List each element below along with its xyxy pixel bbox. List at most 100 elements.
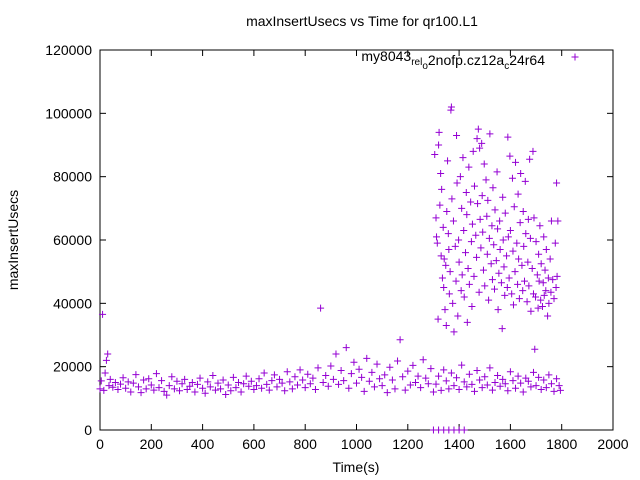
- legend-label-part: my8043: [361, 48, 411, 64]
- data-point: [553, 179, 561, 187]
- data-point: [535, 277, 543, 285]
- data-point: [335, 380, 343, 388]
- data-point: [460, 426, 468, 434]
- data-point: [96, 385, 104, 393]
- x-tick-label: 200: [140, 436, 164, 452]
- data-point: [473, 366, 481, 374]
- data-point: [368, 368, 376, 376]
- data-point: [542, 287, 550, 295]
- data-point: [394, 357, 402, 365]
- data-point: [480, 160, 488, 168]
- y-tick-label: 0: [84, 422, 92, 438]
- x-tick-label: 1400: [444, 436, 475, 452]
- data-point: [475, 288, 483, 296]
- data-point: [509, 301, 517, 309]
- data-point: [527, 307, 535, 315]
- data-point: [441, 306, 449, 314]
- data-point: [206, 383, 214, 391]
- data-point: [443, 208, 451, 215]
- data-point: [237, 388, 245, 396]
- data-point: [444, 230, 452, 238]
- data-point: [532, 293, 540, 301]
- data-point: [482, 176, 490, 184]
- data-point: [549, 276, 557, 284]
- data-point: [396, 336, 404, 344]
- data-point: [450, 328, 458, 336]
- y-axis-label: maxInsertUsecs: [5, 190, 21, 290]
- data-point: [147, 381, 155, 389]
- data-point: [544, 274, 552, 282]
- data-point: [353, 379, 360, 387]
- data-point: [496, 246, 504, 253]
- legend-label-sub: o: [422, 61, 428, 72]
- data-point: [446, 268, 454, 276]
- x-tick-label: 600: [242, 436, 266, 452]
- data-points: [96, 103, 564, 434]
- data-point: [358, 373, 366, 381]
- data-point: [491, 206, 499, 214]
- data-point: [286, 378, 294, 386]
- data-point: [519, 287, 527, 295]
- data-point: [283, 368, 291, 376]
- data-point: [551, 239, 559, 247]
- data-point: [496, 217, 504, 225]
- data-point: [517, 379, 525, 387]
- data-point: [489, 184, 497, 192]
- data-point: [438, 274, 446, 282]
- data-point: [224, 381, 232, 389]
- data-point: [540, 233, 548, 241]
- data-point: [199, 384, 207, 392]
- data-point: [458, 361, 466, 369]
- data-point: [530, 214, 538, 222]
- data-point: [542, 384, 550, 392]
- data-point: [547, 380, 555, 388]
- data-point: [445, 290, 453, 298]
- data-point: [263, 380, 271, 388]
- data-point: [542, 246, 550, 253]
- data-point: [245, 382, 253, 390]
- data-point: [117, 380, 125, 388]
- x-tick-label: 1000: [341, 436, 372, 452]
- data-point: [222, 391, 230, 399]
- data-point: [424, 380, 432, 388]
- data-point: [526, 234, 534, 242]
- data-point: [532, 238, 540, 246]
- data-point: [512, 384, 520, 392]
- data-point: [521, 177, 529, 185]
- data-point: [124, 378, 132, 386]
- data-point: [465, 163, 473, 171]
- data-point: [460, 378, 468, 386]
- data-point: [447, 103, 455, 111]
- data-point: [488, 386, 496, 394]
- data-point: [513, 239, 521, 247]
- data-point: [447, 106, 455, 114]
- data-point: [476, 144, 484, 152]
- data-point: [360, 387, 368, 395]
- data-point: [469, 147, 477, 155]
- data-point: [468, 303, 476, 310]
- data-point: [327, 362, 335, 370]
- data-point: [193, 380, 201, 388]
- data-point: [485, 234, 493, 242]
- data-point: [455, 236, 463, 244]
- data-point: [152, 370, 160, 378]
- data-point: [474, 200, 482, 208]
- data-point: [538, 303, 546, 310]
- data-point: [499, 193, 507, 201]
- data-point: [539, 279, 547, 287]
- data-point: [422, 374, 430, 382]
- data-point: [163, 391, 171, 399]
- data-point: [347, 370, 355, 378]
- data-point: [97, 377, 105, 385]
- data-point: [242, 372, 250, 380]
- data-point: [322, 372, 330, 380]
- data-point: [447, 369, 455, 377]
- data-point: [437, 252, 445, 260]
- data-point: [309, 374, 317, 382]
- data-point: [485, 296, 493, 304]
- data-point: [260, 369, 268, 377]
- legend-label: my8043relo2nofp.cz12ac24r64: [361, 48, 545, 72]
- data-point: [554, 217, 562, 225]
- data-point: [546, 255, 554, 263]
- data-point: [545, 371, 553, 379]
